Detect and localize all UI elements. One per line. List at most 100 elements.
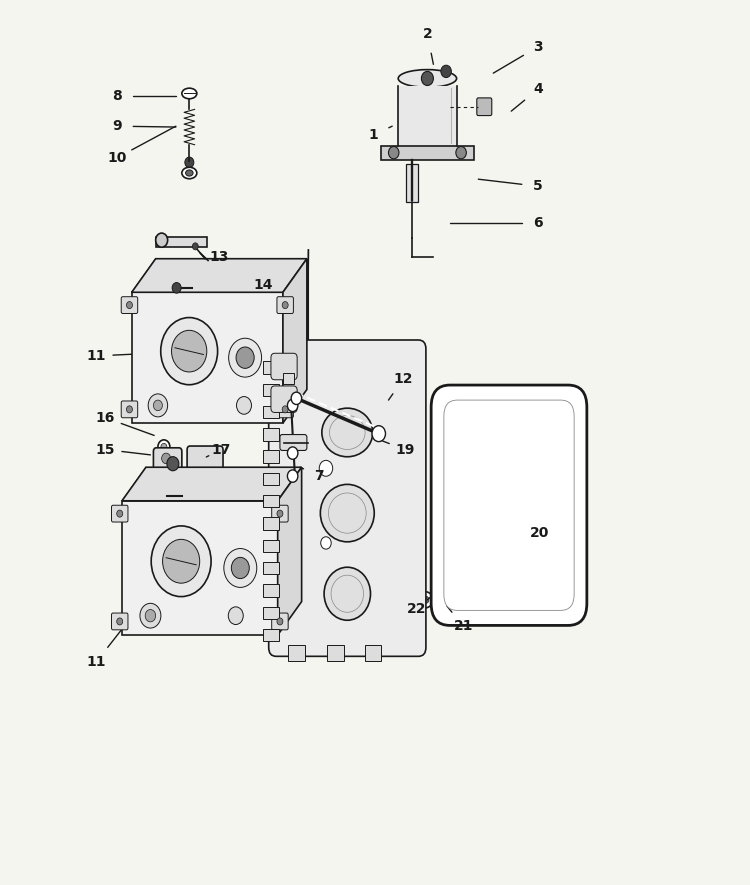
Text: 17: 17 xyxy=(211,442,231,457)
FancyBboxPatch shape xyxy=(431,385,586,626)
Circle shape xyxy=(291,392,302,404)
Circle shape xyxy=(388,147,399,159)
Text: 18: 18 xyxy=(211,466,231,481)
FancyBboxPatch shape xyxy=(122,401,138,418)
Circle shape xyxy=(372,426,386,442)
Ellipse shape xyxy=(182,167,196,179)
Bar xyxy=(262,406,279,419)
FancyBboxPatch shape xyxy=(187,446,223,471)
Bar xyxy=(398,86,457,146)
Circle shape xyxy=(282,302,288,309)
FancyBboxPatch shape xyxy=(271,386,297,412)
Circle shape xyxy=(117,618,123,625)
Bar xyxy=(122,501,278,635)
Text: 10: 10 xyxy=(107,151,127,165)
Ellipse shape xyxy=(322,408,373,457)
Circle shape xyxy=(320,460,333,476)
Circle shape xyxy=(214,481,223,492)
Text: 8: 8 xyxy=(112,89,122,104)
Text: 16: 16 xyxy=(96,411,116,425)
Bar xyxy=(262,540,279,552)
Text: 5: 5 xyxy=(533,180,543,193)
Bar xyxy=(262,495,279,507)
Circle shape xyxy=(423,596,429,604)
Circle shape xyxy=(441,65,452,78)
Circle shape xyxy=(321,537,332,550)
Bar xyxy=(364,645,381,661)
Text: 2: 2 xyxy=(422,27,432,42)
Circle shape xyxy=(231,558,249,579)
FancyBboxPatch shape xyxy=(280,435,307,450)
Text: 22: 22 xyxy=(407,602,427,616)
FancyBboxPatch shape xyxy=(112,613,128,630)
Ellipse shape xyxy=(398,70,457,88)
Circle shape xyxy=(435,596,447,611)
Circle shape xyxy=(167,457,178,471)
Circle shape xyxy=(236,396,251,414)
Circle shape xyxy=(161,443,167,450)
Ellipse shape xyxy=(320,484,374,542)
FancyBboxPatch shape xyxy=(271,353,297,380)
Bar xyxy=(380,146,474,160)
Circle shape xyxy=(445,597,455,610)
Text: 19: 19 xyxy=(395,442,415,457)
Circle shape xyxy=(158,440,170,454)
Bar xyxy=(406,164,418,202)
Bar xyxy=(262,562,279,574)
Bar xyxy=(327,645,344,661)
Text: 4: 4 xyxy=(533,82,543,96)
Text: 12: 12 xyxy=(394,372,413,386)
Circle shape xyxy=(127,302,133,309)
FancyBboxPatch shape xyxy=(154,448,182,471)
Text: 7: 7 xyxy=(314,469,324,483)
FancyBboxPatch shape xyxy=(272,613,288,630)
Text: 11: 11 xyxy=(87,655,106,669)
Bar xyxy=(262,606,279,619)
Bar xyxy=(262,383,279,396)
Circle shape xyxy=(140,604,161,628)
Circle shape xyxy=(148,394,168,417)
Bar xyxy=(146,467,302,602)
Bar xyxy=(283,373,294,384)
Polygon shape xyxy=(278,467,302,635)
Bar xyxy=(262,450,279,463)
Circle shape xyxy=(156,233,168,247)
FancyBboxPatch shape xyxy=(268,340,426,657)
Polygon shape xyxy=(132,258,307,292)
Circle shape xyxy=(152,526,211,596)
Text: 11: 11 xyxy=(87,349,106,363)
Text: 3: 3 xyxy=(533,40,543,54)
Circle shape xyxy=(160,318,218,385)
Polygon shape xyxy=(283,258,307,423)
Ellipse shape xyxy=(182,88,196,99)
Text: 9: 9 xyxy=(112,119,122,133)
Bar xyxy=(262,361,279,373)
Ellipse shape xyxy=(324,567,370,620)
Circle shape xyxy=(282,406,288,413)
Circle shape xyxy=(184,158,194,167)
Circle shape xyxy=(287,399,298,412)
FancyBboxPatch shape xyxy=(444,400,574,611)
Circle shape xyxy=(422,72,434,86)
Text: 20: 20 xyxy=(530,526,550,540)
Circle shape xyxy=(172,282,181,293)
Circle shape xyxy=(192,242,198,250)
Circle shape xyxy=(277,510,283,517)
Circle shape xyxy=(287,447,298,459)
Bar xyxy=(132,292,283,423)
Text: 14: 14 xyxy=(253,278,272,292)
Circle shape xyxy=(163,539,200,583)
Circle shape xyxy=(456,147,466,159)
FancyBboxPatch shape xyxy=(277,401,293,418)
Text: 13: 13 xyxy=(209,250,229,264)
Circle shape xyxy=(287,470,298,482)
FancyBboxPatch shape xyxy=(477,98,492,116)
Text: 6: 6 xyxy=(533,216,543,230)
Bar xyxy=(262,518,279,530)
FancyBboxPatch shape xyxy=(277,296,293,313)
Bar xyxy=(262,473,279,485)
Ellipse shape xyxy=(185,170,193,176)
Circle shape xyxy=(162,453,171,464)
Bar xyxy=(262,629,279,642)
Bar xyxy=(262,584,279,596)
